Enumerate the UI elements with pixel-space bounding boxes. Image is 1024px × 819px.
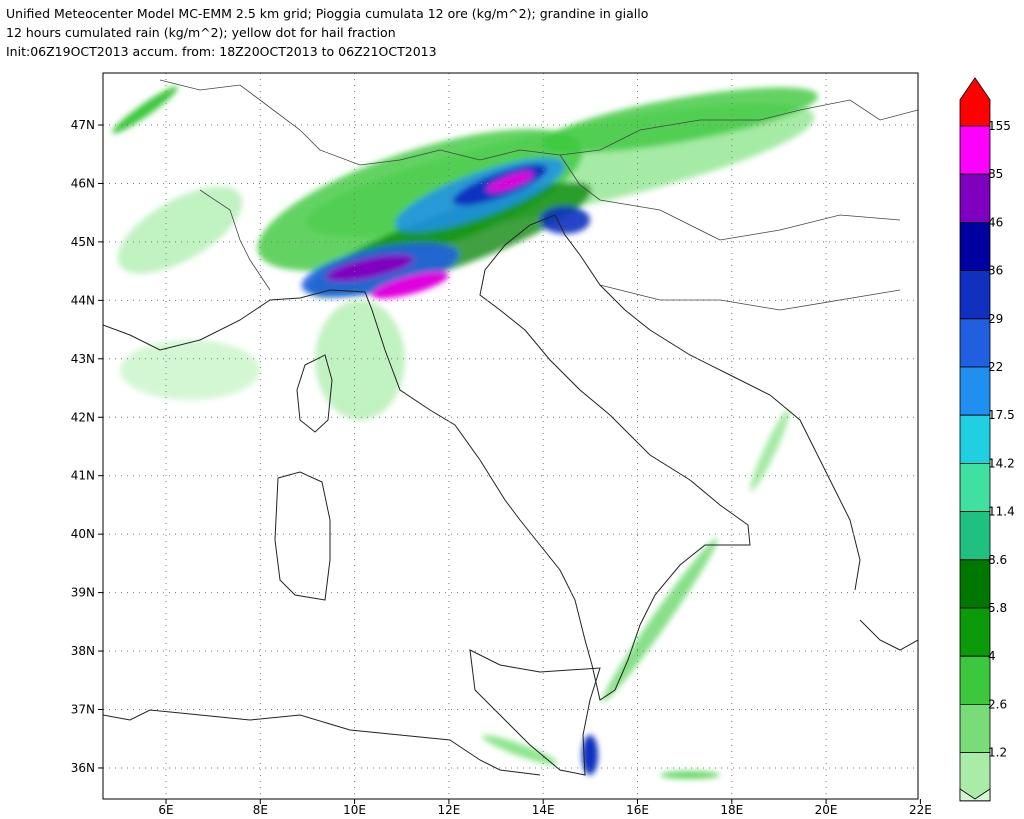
colorbar-label: 17.5 — [988, 408, 1015, 422]
colorbar-swatch — [959, 607, 991, 657]
y-tick-label: 37N — [71, 703, 95, 717]
colorbar-swatch — [959, 77, 991, 127]
colorbar-swatch — [959, 270, 991, 320]
colorbar-swatch — [959, 318, 991, 368]
colorbar-swatch — [959, 173, 991, 223]
header-line: Init:06Z19OCT2013 accum. from: 18Z20OCT2… — [6, 44, 437, 59]
y-tick-label: 39N — [71, 586, 95, 600]
x-tick-label: 12E — [437, 803, 460, 817]
colorbar-swatch — [959, 788, 991, 802]
colorbar-swatch — [959, 462, 991, 513]
x-tick-label: 6E — [158, 803, 173, 817]
colorbar-label: 155 — [988, 119, 1011, 133]
x-tick-label: 22E — [909, 803, 932, 817]
x-tick-label: 8E — [253, 803, 268, 817]
colorbar-label: 1.2 — [988, 746, 1007, 760]
colorbar-swatch — [959, 655, 991, 705]
x-tick-label: 18E — [720, 803, 743, 817]
colorbar-label: 36 — [988, 264, 1003, 278]
colorbar-label: 29 — [988, 312, 1003, 326]
colorbar-label: 22 — [988, 360, 1003, 374]
y-tick-label: 41N — [71, 469, 95, 483]
colorbar-label: 14.2 — [988, 456, 1015, 470]
colorbar-swatch — [959, 511, 991, 561]
x-tick-label: 14E — [532, 803, 555, 817]
y-tick-label: 36N — [71, 761, 95, 775]
y-tick-label: 45N — [71, 235, 95, 249]
y-tick-label: 43N — [71, 352, 95, 366]
x-tick-label: 20E — [815, 803, 838, 817]
colorbar-swatch — [959, 366, 991, 416]
colorbar-swatch — [959, 559, 991, 609]
colorbar-label: 85 — [988, 167, 1003, 181]
map-area — [103, 79, 918, 779]
coastline — [103, 214, 918, 776]
graticule: 6E 8E 10E 12E 14E 16E 18E 20E 22E 47N 46N 45N 44N 43N… — [71, 73, 932, 817]
x-tick-label: 16E — [626, 803, 649, 817]
colorbar-label: 46 — [988, 215, 1003, 229]
y-tick-label: 44N — [71, 293, 95, 307]
y-tick-label: 42N — [71, 410, 95, 424]
colorbar-swatch — [959, 704, 991, 753]
y-tick-label: 38N — [71, 644, 95, 658]
header-line: 12 hours cumulated rain (kg/m^2); yellow… — [6, 25, 396, 40]
x-tick-label: 10E — [343, 803, 366, 817]
colorbar-label: 11.4 — [988, 505, 1015, 519]
header-line: Unified Meteocenter Model MC-EMM 2.5 km … — [6, 6, 648, 21]
colorbar-label: 2.6 — [988, 697, 1007, 711]
colorbar-label: 8.6 — [988, 553, 1007, 567]
colorbar-swatch — [959, 221, 991, 272]
map-frame — [102, 72, 919, 800]
colorbar-swatch — [959, 414, 991, 464]
colorbar-label: 4 — [988, 649, 996, 663]
border — [159, 79, 918, 311]
colorbar-swatch — [959, 125, 991, 175]
y-tick-label: 47N — [71, 118, 95, 132]
y-tick-label: 40N — [71, 527, 95, 541]
rain-field — [112, 86, 818, 779]
y-tick-label: 46N — [71, 176, 95, 190]
colorbar: 155 85 46 36 29 22 17.5 14.2 11.4 8.6 5.8 4 2.6 1.2 — [959, 77, 1015, 802]
colorbar-label: 5.8 — [988, 601, 1007, 615]
